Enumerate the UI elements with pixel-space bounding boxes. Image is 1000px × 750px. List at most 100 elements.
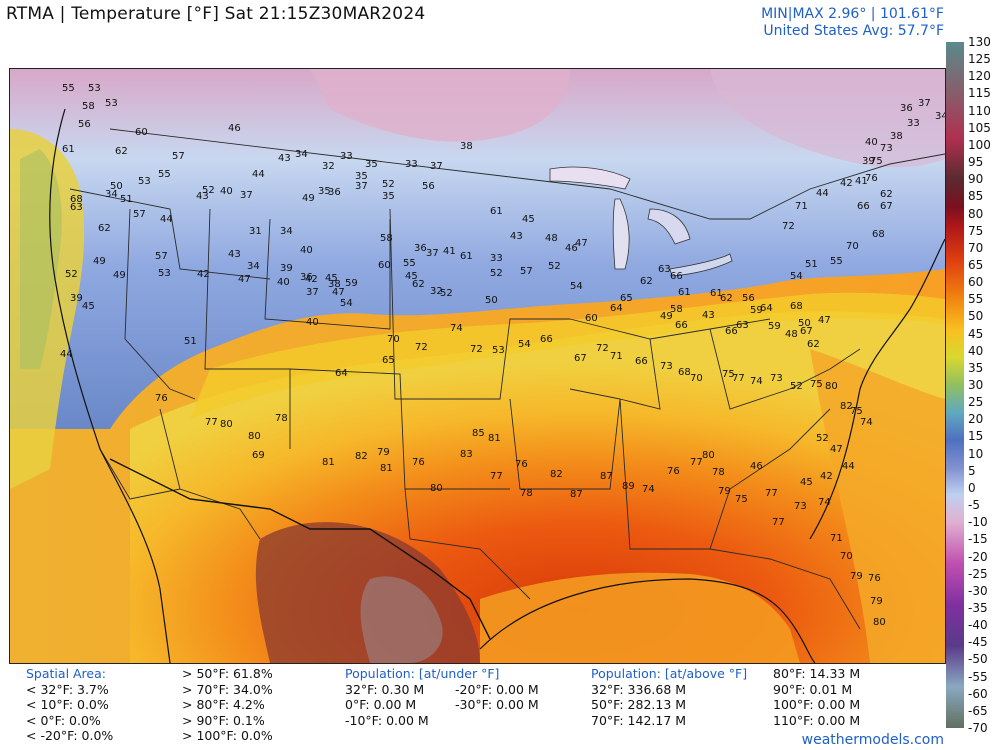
station-temp-label: 87 bbox=[600, 471, 613, 482]
station-temp-label: 57 bbox=[155, 251, 168, 262]
colorbar-tick: 10 bbox=[968, 446, 984, 461]
station-temp-label: 77 bbox=[765, 488, 778, 499]
station-temp-label: 38 bbox=[328, 279, 341, 290]
colorbar-tick: -50 bbox=[968, 652, 988, 667]
station-temp-label: 81 bbox=[322, 457, 335, 468]
station-temp-label: 79 bbox=[377, 447, 390, 458]
pop-above-c2-1: 90°F: 0.01 M bbox=[773, 681, 853, 697]
station-temp-label: 75 bbox=[870, 156, 883, 167]
station-temp-label: 62 bbox=[115, 146, 128, 157]
station-temp-label: 70 bbox=[387, 334, 400, 345]
station-temp-label: 44 bbox=[816, 188, 829, 199]
population-under-header: Population: [at/under °F] bbox=[345, 666, 500, 681]
station-temp-label: 78 bbox=[520, 488, 533, 499]
station-temp-label: 78 bbox=[712, 467, 725, 478]
station-temp-label: 32 bbox=[322, 161, 335, 172]
station-temp-label: 71 bbox=[830, 533, 843, 544]
spatial-area-stats: Spatial Area: < 32°F: 3.7% < 10°F: 0.0% … bbox=[26, 666, 113, 744]
station-temp-label: 72 bbox=[596, 343, 609, 354]
station-temp-label: 77 bbox=[690, 457, 703, 468]
us-mexico-border bbox=[109, 458, 491, 640]
station-temp-label: 66 bbox=[670, 271, 683, 282]
population-under-stats-2: -20°F: 0.00 M -30°F: 0.00 M bbox=[455, 682, 539, 713]
arctic-region-east bbox=[710, 69, 945, 168]
arctic-region-canada bbox=[310, 69, 570, 142]
station-temp-label: 62 bbox=[880, 189, 893, 200]
station-temp-label: 42 bbox=[840, 178, 853, 189]
station-temp-label: 44 bbox=[252, 169, 265, 180]
station-temp-label: 62 bbox=[640, 276, 653, 287]
station-temp-label: 49 bbox=[93, 256, 106, 267]
pop-above-c2-3: 110°F: 0.00 M bbox=[773, 712, 861, 728]
station-temp-label: 53 bbox=[138, 176, 151, 187]
spatial-left-1: < 10°F: 0.0% bbox=[26, 697, 109, 712]
station-temp-label: 80 bbox=[430, 483, 443, 494]
station-temp-label: 50 bbox=[798, 318, 811, 329]
spatial-right-0: > 50°F: 61.8% bbox=[182, 666, 273, 681]
gulf-coastline bbox=[479, 578, 816, 663]
station-temp-label: 55 bbox=[158, 169, 171, 180]
map-title: RTMA | Temperature [°F] Sat 21:15Z30MAR2… bbox=[6, 4, 426, 24]
station-temp-label: 72 bbox=[782, 221, 795, 232]
station-temp-label: 62 bbox=[98, 223, 111, 234]
station-temp-label: 59 bbox=[750, 305, 763, 316]
spatial-left-0: < 32°F: 3.7% bbox=[26, 681, 109, 697]
station-temp-label: 77 bbox=[490, 471, 503, 482]
station-temp-label: 74 bbox=[642, 484, 655, 495]
station-temp-label: 77 bbox=[205, 417, 218, 428]
station-temp-label: 41 bbox=[443, 246, 456, 257]
station-temp-label: 36 bbox=[300, 272, 313, 283]
station-temp-label: 40 bbox=[306, 317, 319, 328]
station-temp-label: 40 bbox=[277, 277, 290, 288]
station-temp-label: 70 bbox=[840, 551, 853, 562]
station-temp-label: 60 bbox=[135, 127, 148, 138]
station-temp-label: 49 bbox=[302, 193, 315, 204]
station-temp-label: 47 bbox=[238, 274, 251, 285]
colorbar-tick: 20 bbox=[968, 412, 984, 427]
colorbar-tick: 55 bbox=[968, 292, 984, 307]
colorbar-tick: 100 bbox=[968, 137, 991, 152]
temperature-map[interactable]: 55 58 53 60 56 53 62 61 57 53 55 52 44 46 49 43 34 36 32 33… bbox=[9, 68, 946, 664]
station-temp-label: 45 bbox=[405, 271, 418, 282]
site-credit[interactable]: weathermodels.com bbox=[801, 732, 944, 748]
colorbar-tick: -10 bbox=[968, 515, 988, 530]
station-temp-label: 52 bbox=[382, 179, 395, 190]
colorbar-tick: 85 bbox=[968, 189, 984, 204]
station-temp-label: 64 bbox=[610, 303, 623, 314]
station-temp-label: 58 bbox=[670, 304, 683, 315]
station-temp-label: 80 bbox=[873, 617, 886, 628]
station-temp-label: 33 bbox=[490, 253, 503, 264]
station-temp-label: 71 bbox=[795, 201, 808, 212]
station-temp-label: 52 bbox=[440, 288, 453, 299]
station-temp-label: 39 bbox=[862, 156, 875, 167]
pop-under-c1-2: -10°F: 0.00 M bbox=[345, 712, 429, 728]
station-temp-label: 65 bbox=[620, 293, 633, 304]
station-temp-label: 36 bbox=[414, 243, 427, 254]
station-temp-label: 45 bbox=[82, 301, 95, 312]
population-above-stats-2: 80°F: 14.33 M 90°F: 0.01 M 100°F: 0.00 M… bbox=[773, 666, 860, 728]
station-temp-label: 42 bbox=[305, 274, 318, 285]
station-temp-label: 41 bbox=[855, 176, 868, 187]
colorbar-tick: 25 bbox=[968, 395, 984, 410]
station-temp-label: 32 bbox=[430, 286, 443, 297]
station-temp-label: 53 bbox=[105, 98, 118, 109]
station-temp-label: 47 bbox=[818, 315, 831, 326]
station-temp-label: 37 bbox=[355, 181, 368, 192]
pop-above-c1-0: 32°F: 336.68 M bbox=[591, 681, 687, 697]
station-temp-label: 50 bbox=[110, 181, 123, 192]
pop-under-c2-1: -30°F: 0.00 M bbox=[455, 697, 539, 712]
station-temp-label: 73 bbox=[770, 373, 783, 384]
station-temp-label: 76 bbox=[412, 457, 425, 468]
station-temp-label: 51 bbox=[805, 259, 818, 270]
station-temp-label: 76 bbox=[667, 466, 680, 477]
colorbar-tick: 105 bbox=[968, 120, 991, 135]
spatial-area-header: Spatial Area: bbox=[26, 666, 106, 681]
station-temp-label: 73 bbox=[660, 361, 673, 372]
station-temp-label: 68 bbox=[70, 194, 83, 205]
station-temp-label: 33 bbox=[907, 118, 920, 129]
station-temp-label: 82 bbox=[840, 401, 853, 412]
station-temp-label: 52 bbox=[790, 381, 803, 392]
spatial-right-2: > 80°F: 4.2% bbox=[182, 697, 265, 712]
pop-under-c1-0: 32°F: 0.30 M bbox=[345, 681, 425, 697]
pop-above-c2-0: 80°F: 14.33 M bbox=[773, 666, 861, 681]
